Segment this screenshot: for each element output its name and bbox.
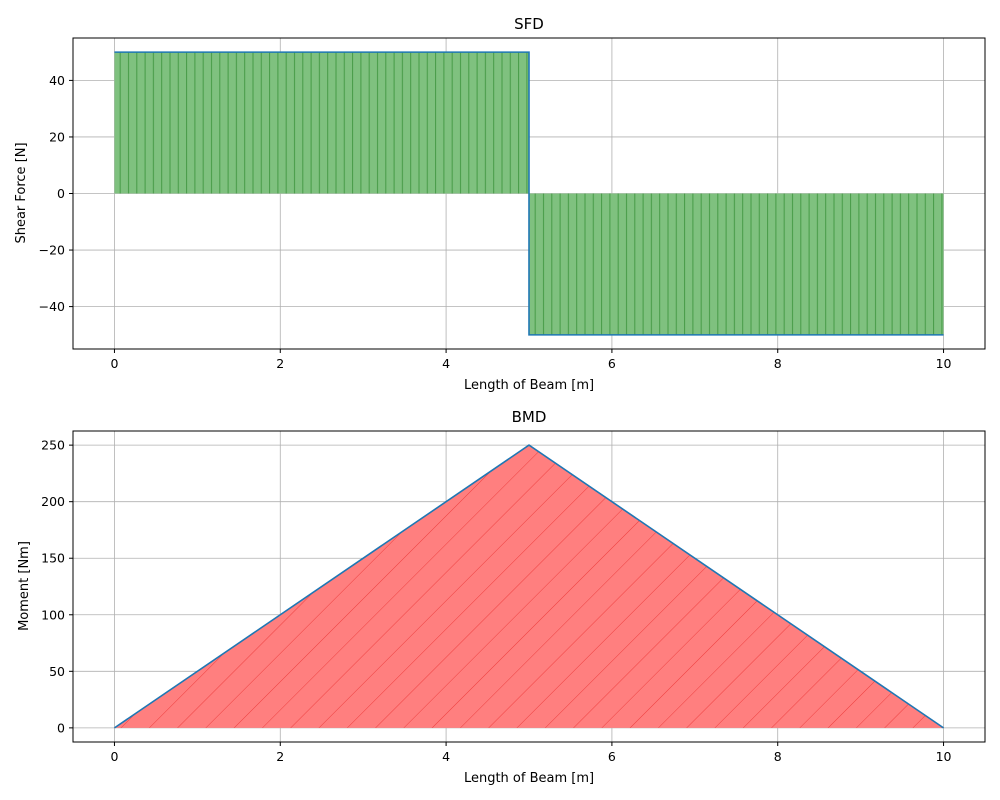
sfd-x-tick-label: 2: [276, 356, 284, 371]
sfd-x-tick-label: 0: [110, 356, 118, 371]
bmd-y-tick-label: 0: [57, 720, 65, 735]
bmd-x-tick-label: 10: [936, 749, 952, 764]
sfd-x-tick-label: 4: [442, 356, 450, 371]
sfd-series-line: [114, 51, 944, 336]
sfd-y-tick-label: 0: [57, 186, 65, 201]
sfd-x-axis-label: Length of Beam [m]: [464, 378, 594, 393]
bmd-x-axis-label: Length of Beam [m]: [464, 771, 594, 786]
bmd-axes-frame: [72, 430, 986, 743]
sfd-y-tick-label: −40: [39, 299, 65, 314]
sfd-x-tick-label: 8: [774, 356, 782, 371]
bmd-x-tick-label: 2: [276, 749, 284, 764]
bmd-x-tick-label: 4: [442, 749, 450, 764]
sfd-title: SFD: [514, 15, 544, 33]
bmd-y-tick-label: 150: [41, 551, 65, 566]
sfd-x-tick-label: 10: [936, 356, 952, 371]
sfd-y-axis-label: Shear Force [N]: [14, 142, 29, 243]
bmd-panel: BMD Length of Beam [m] Moment [Nm] 0 2 4 6 8…: [17, 408, 986, 786]
bmd-series-line: [114, 444, 944, 729]
bmd-title: BMD: [512, 408, 547, 426]
bmd-x-tick-label: 6: [608, 749, 616, 764]
bmd-y-tick-label: 250: [41, 438, 65, 453]
sfd-panel: SFD Length of Beam [m] Shear Force [N] 0…: [14, 15, 986, 393]
sfd-x-tick-label: 6: [608, 356, 616, 371]
bmd-x-tick-label: 0: [110, 749, 118, 764]
sfd-y-tick-label: 40: [49, 73, 65, 88]
bmd-x-tick-label: 8: [774, 749, 782, 764]
sfd-y-tick-label: 20: [49, 129, 65, 144]
bmd-y-tick-label: 50: [49, 664, 65, 679]
bmd-y-axis-label: Moment [Nm]: [17, 541, 32, 631]
bmd-y-tick-label: 200: [41, 494, 65, 509]
sfd-y-tick-label: −20: [39, 243, 65, 258]
bmd-area-hatch: [114, 445, 944, 728]
bmd-y-tick-label: 100: [41, 607, 65, 622]
